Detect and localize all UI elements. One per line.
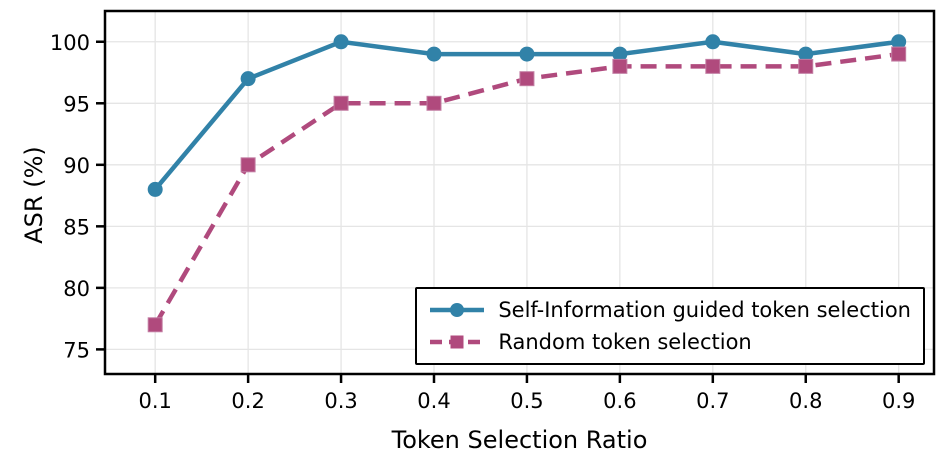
y-axis-label: ASR (%) [20, 146, 48, 244]
data-point-circle [147, 181, 163, 197]
legend-sample-circle [450, 303, 465, 317]
data-point-circle [612, 46, 628, 62]
data-point-square [891, 46, 907, 62]
legend-item-self-information: Self-Information guided token selection [428, 296, 911, 324]
y-tick-label: 90 [63, 154, 90, 178]
legend-label-random: Random token selection [498, 330, 752, 354]
data-point-circle [705, 34, 721, 50]
data-point-square [240, 157, 256, 173]
x-tick-label: 0.9 [882, 389, 915, 413]
x-tick-label: 0.3 [324, 389, 357, 413]
legend-label-self-information: Self-Information guided token selection [498, 298, 911, 322]
y-tick-label: 100 [50, 31, 90, 55]
y-tick-label: 75 [63, 338, 90, 362]
legend-key-solid-line-circle-icon [430, 303, 485, 317]
x-tick-label: 0.8 [789, 389, 822, 413]
legend-item-random: Random token selection [428, 328, 911, 356]
y-tick-label: 95 [63, 92, 90, 116]
data-point-circle [426, 46, 442, 62]
data-point-square [333, 95, 349, 111]
data-point-circle [240, 71, 256, 87]
y-tick-label: 80 [63, 277, 90, 301]
x-tick-label: 0.4 [417, 389, 450, 413]
x-tick-label: 0.5 [510, 389, 543, 413]
x-tick-label: 0.2 [231, 389, 264, 413]
x-tick-label: 0.1 [138, 389, 171, 413]
data-point-circle [333, 34, 349, 50]
data-point-circle [891, 34, 907, 50]
data-point-square [147, 317, 163, 333]
data-point-circle [519, 46, 535, 62]
data-point-square [612, 58, 628, 74]
x-axis-label: Token Selection Ratio [391, 426, 648, 454]
legend-key-dashed-line-square-icon [430, 335, 485, 349]
y-tick-label: 85 [63, 215, 90, 239]
legend: Self-Information guided token selection … [415, 287, 925, 365]
x-tick-label: 0.7 [696, 389, 729, 413]
data-point-square [705, 58, 721, 74]
data-point-square [426, 95, 442, 111]
plot-border [103, 9, 936, 376]
data-point-circle [798, 46, 814, 62]
x-tick-label: 0.6 [603, 389, 636, 413]
legend-sample-square [450, 335, 464, 349]
data-point-square [519, 71, 535, 87]
data-point-square [798, 58, 814, 74]
